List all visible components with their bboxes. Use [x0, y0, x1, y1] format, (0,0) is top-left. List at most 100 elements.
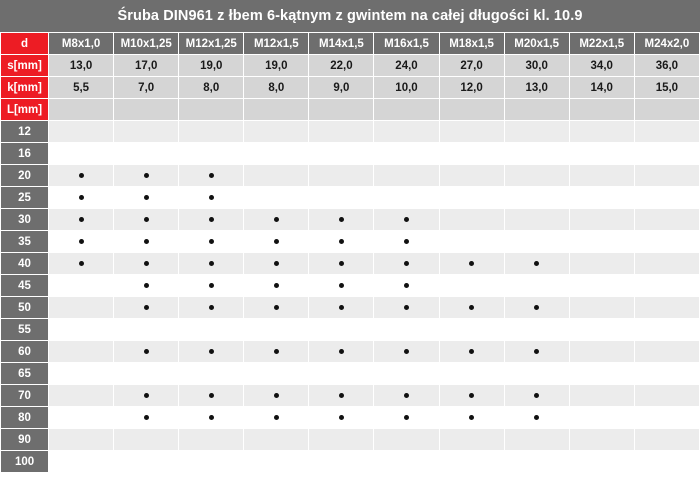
availability-dot [78, 260, 84, 266]
length-band-cell-8 [569, 99, 634, 120]
availability-cell-90-0 [49, 429, 114, 450]
availability-cell-35-8 [569, 231, 634, 252]
availability-cell-40-0 [49, 253, 114, 274]
availability-dot [338, 304, 344, 310]
availability-cell-60-7 [504, 341, 569, 362]
length-label-35: 35 [1, 231, 49, 252]
table-row: 30 [1, 209, 699, 230]
availability-cell-35-3 [244, 231, 309, 252]
availability-cell-50-8 [569, 297, 634, 318]
availability-cell-80-8 [569, 407, 634, 428]
availability-dot [469, 414, 475, 420]
availability-cell-50-7 [504, 297, 569, 318]
availability-cell-90-3 [244, 429, 309, 450]
availability-cell-80-0 [49, 407, 114, 428]
availability-dot [78, 238, 84, 244]
k-row-cell-0: 5,5 [49, 77, 114, 98]
availability-cell-55-9 [634, 319, 699, 340]
availability-dot [208, 282, 214, 288]
table-row: 60 [1, 341, 699, 362]
availability-cell-35-2 [179, 231, 244, 252]
length-row-label: L[mm] [1, 99, 49, 120]
table-row: 80 [1, 407, 699, 428]
availability-dot [273, 260, 279, 266]
availability-cell-70-0 [49, 385, 114, 406]
availability-cell-35-1 [114, 231, 179, 252]
availability-cell-65-3 [244, 363, 309, 384]
k-row-cell-1: 7,0 [114, 77, 179, 98]
availability-cell-65-1 [114, 363, 179, 384]
availability-cell-25-6 [439, 187, 504, 208]
availability-cell-100-7 [504, 451, 569, 472]
length-label-80: 80 [1, 407, 49, 428]
availability-cell-65-2 [179, 363, 244, 384]
availability-dot [143, 194, 149, 200]
availability-dot [208, 238, 214, 244]
availability-dot [143, 172, 149, 178]
availability-cell-100-0 [49, 451, 114, 472]
availability-cell-60-8 [569, 341, 634, 362]
length-label-65: 65 [1, 363, 49, 384]
table-row: 90 [1, 429, 699, 450]
availability-cell-50-9 [634, 297, 699, 318]
length-band-cell-7 [504, 99, 569, 120]
s-row-cell-2: 19,0 [179, 55, 244, 76]
header-size-2: M12x1,25 [179, 33, 244, 54]
availability-cell-50-3 [244, 297, 309, 318]
availability-cell-90-4 [309, 429, 374, 450]
length-band-cell-2 [179, 99, 244, 120]
availability-cell-100-4 [309, 451, 374, 472]
availability-cell-12-2 [179, 121, 244, 142]
availability-cell-20-2 [179, 165, 244, 186]
availability-cell-60-4 [309, 341, 374, 362]
availability-cell-25-5 [374, 187, 439, 208]
table-row: 35 [1, 231, 699, 252]
length-label-16: 16 [1, 143, 49, 164]
availability-cell-70-4 [309, 385, 374, 406]
availability-cell-80-9 [634, 407, 699, 428]
availability-dot [208, 414, 214, 420]
availability-cell-12-3 [244, 121, 309, 142]
availability-dot [403, 348, 409, 354]
availability-dot [143, 348, 149, 354]
s-row-cell-0: 13,0 [49, 55, 114, 76]
k-row-cell-7: 13,0 [504, 77, 569, 98]
k-row-cell-6: 12,0 [439, 77, 504, 98]
availability-cell-90-1 [114, 429, 179, 450]
availability-dot [403, 238, 409, 244]
availability-dot [403, 260, 409, 266]
k-row-cell-2: 8,0 [179, 77, 244, 98]
availability-dot [469, 348, 475, 354]
availability-dot [403, 392, 409, 398]
availability-cell-70-7 [504, 385, 569, 406]
table-row: 45 [1, 275, 699, 296]
availability-cell-45-8 [569, 275, 634, 296]
availability-cell-12-7 [504, 121, 569, 142]
length-label-70: 70 [1, 385, 49, 406]
length-band-row: L[mm] [1, 99, 699, 120]
availability-cell-60-1 [114, 341, 179, 362]
header-size-9: M24x2,0 [634, 33, 699, 54]
s-row: s[mm] 13,0 17,0 19,0 19,0 22,0 24,0 27,0 30,0 34,… [1, 55, 699, 76]
availability-cell-65-5 [374, 363, 439, 384]
length-label-45: 45 [1, 275, 49, 296]
header-size-8: M22x1,5 [569, 33, 634, 54]
availability-dot [143, 392, 149, 398]
availability-cell-50-5 [374, 297, 439, 318]
availability-cell-45-5 [374, 275, 439, 296]
availability-cell-90-2 [179, 429, 244, 450]
availability-dot [338, 414, 344, 420]
availability-cell-30-7 [504, 209, 569, 230]
availability-dot [403, 304, 409, 310]
availability-cell-30-2 [179, 209, 244, 230]
length-band-cell-6 [439, 99, 504, 120]
availability-cell-16-0 [49, 143, 114, 164]
availability-cell-100-9 [634, 451, 699, 472]
availability-dot [273, 216, 279, 222]
availability-cell-100-3 [244, 451, 309, 472]
availability-cell-45-4 [309, 275, 374, 296]
availability-cell-45-6 [439, 275, 504, 296]
availability-cell-20-7 [504, 165, 569, 186]
availability-dot [208, 216, 214, 222]
